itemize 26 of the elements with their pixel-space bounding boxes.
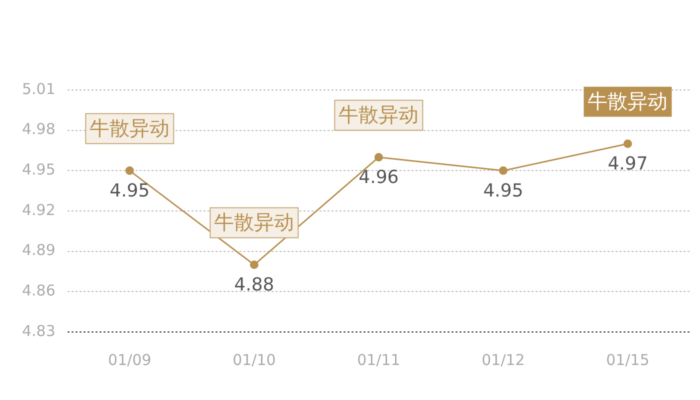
y-tick-label: 4.95 [22,160,56,179]
y-tick-label: 4.83 [22,322,56,340]
data-label: 4.97 [608,153,648,174]
x-tick-label: 01/15 [606,350,650,369]
x-tick-label: 01/11 [357,350,400,369]
x-tick-label: 01/10 [232,350,276,369]
x-tick-label: 01/12 [482,350,525,369]
x-tick-label: 01/09 [108,350,152,369]
data-label: 4.95 [483,180,524,202]
annotation: 牛散异动 [214,210,294,234]
point [125,166,134,175]
y-tick-label: 4.86 [22,282,56,300]
y-tick-label: 4.92 [22,200,56,219]
data-label: 4.96 [358,166,399,188]
point [498,166,508,175]
data-label: 4.95 [110,180,150,202]
annotation: 牛散异动 [338,102,419,126]
y-tick-label: 5.01 [22,80,56,98]
annotation: 牛散异动 [90,116,170,140]
y-tick-label: 4.89 [22,241,56,260]
point [250,260,258,270]
annotation: 牛散异动 [588,88,668,113]
point [623,140,632,148]
data-label: 4.88 [234,274,274,296]
y-tick-label: 4.98 [22,120,56,138]
point [374,152,383,162]
